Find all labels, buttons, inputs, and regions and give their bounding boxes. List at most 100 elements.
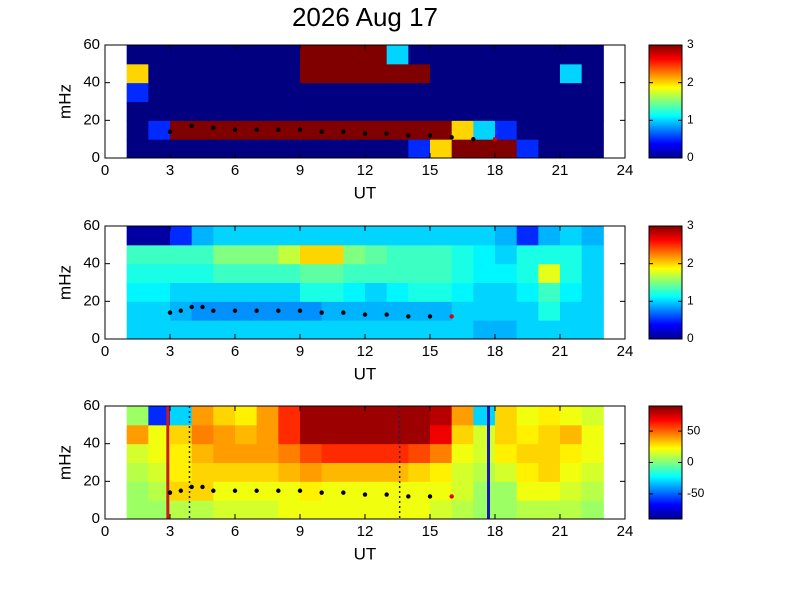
heat-cell — [516, 226, 539, 246]
heat-cell — [170, 226, 193, 246]
heat-cell — [170, 500, 193, 520]
heat-cell — [581, 301, 604, 321]
heat-cell — [386, 120, 409, 140]
heat-cell — [581, 462, 604, 482]
heat-cell — [538, 226, 561, 246]
heat-cell — [235, 120, 258, 140]
x-tick-label: 9 — [296, 162, 304, 179]
heat-cell — [581, 282, 604, 302]
ridge-point — [319, 310, 324, 315]
colorbar-tick-label: 1 — [687, 294, 694, 308]
x-tick-label: 21 — [552, 523, 569, 540]
heat-cell — [538, 63, 561, 84]
heat-cell — [126, 139, 149, 159]
heat-cell — [408, 139, 431, 159]
heat-cell — [538, 45, 561, 65]
heat-cell — [235, 282, 258, 302]
heat-cell — [430, 63, 453, 84]
heat-cell — [148, 481, 171, 501]
heat-cell — [256, 500, 279, 520]
heat-cell — [430, 263, 453, 283]
heat-cell — [538, 301, 561, 321]
heat-cell — [365, 282, 388, 302]
heat-cell — [473, 263, 496, 283]
heat-cell — [235, 406, 258, 426]
heat-cell — [278, 424, 301, 445]
x-tick-label: 12 — [357, 523, 374, 540]
heat-cell — [538, 101, 561, 121]
y-axis-label: mHz — [55, 84, 74, 119]
heat-cell — [408, 263, 431, 283]
heat-cell — [473, 63, 496, 84]
ridge-point — [384, 131, 389, 136]
heat-cell — [451, 82, 474, 102]
heat-cell — [278, 263, 301, 283]
heat-cell — [560, 45, 583, 65]
heat-cell — [430, 424, 453, 445]
heat-cell — [430, 443, 453, 463]
heat-cell — [495, 320, 518, 340]
heat-cell — [451, 226, 474, 246]
y-tick-label: 20 — [83, 472, 100, 489]
heat-cell — [256, 82, 279, 102]
heat-cell — [300, 82, 323, 102]
heat-cell — [170, 320, 193, 340]
heat-cell — [516, 500, 539, 520]
colorbar-tick-label: 2 — [687, 256, 694, 270]
heat-cell — [148, 226, 171, 246]
heat-cell — [516, 101, 539, 121]
ridge-point — [189, 304, 194, 310]
colorbar-tick-label: 2 — [687, 75, 694, 89]
heat-cell — [365, 226, 388, 246]
heat-cell — [560, 120, 583, 140]
heat-cell — [321, 301, 344, 321]
heat-cell — [386, 82, 409, 102]
heat-cell — [213, 406, 236, 426]
ridge-point — [362, 312, 368, 317]
heat-cell — [148, 282, 171, 302]
heat-cell — [191, 45, 214, 65]
heat-cell — [256, 481, 279, 501]
heat-cell — [191, 63, 214, 84]
ridge-point — [319, 490, 324, 495]
ridge-point — [362, 131, 368, 136]
heat-cell — [148, 101, 171, 121]
heat-cell — [213, 120, 236, 140]
heat-cell — [581, 320, 604, 340]
heat-cell — [408, 500, 431, 520]
y-tick-label: 60 — [83, 397, 100, 414]
heat-cell — [516, 282, 539, 302]
heat-cell — [256, 301, 279, 321]
heat-cell — [300, 443, 323, 463]
ridge-point — [178, 308, 184, 313]
heat-cell — [148, 424, 171, 445]
ridge-point — [449, 494, 454, 499]
heat-cell — [148, 45, 171, 65]
heat-cell — [386, 500, 409, 520]
heat-cell — [343, 63, 366, 84]
heat-cell — [148, 301, 171, 321]
heat-cell — [365, 500, 388, 520]
heat-cell — [235, 462, 258, 482]
heat-cell — [148, 244, 171, 265]
heat-cell — [560, 101, 583, 121]
heat-cell — [321, 263, 344, 283]
heat-cell — [386, 462, 409, 482]
heat-cell — [170, 82, 193, 102]
heat-cell — [148, 120, 171, 140]
heat-cell — [213, 226, 236, 246]
heat-cell — [451, 244, 474, 265]
ridge-point — [211, 308, 216, 313]
heat-cell — [170, 424, 193, 445]
heat-cell — [430, 301, 453, 321]
heat-cell — [170, 406, 193, 426]
heat-cell — [126, 443, 149, 463]
heat-cell — [256, 424, 279, 445]
heat-cell — [170, 45, 193, 65]
ridge-point — [319, 129, 324, 134]
heat-cell — [278, 120, 301, 140]
heat-cell — [516, 82, 539, 102]
heat-cell — [170, 139, 193, 159]
heat-cell — [581, 244, 604, 265]
heat-cell — [495, 244, 518, 265]
